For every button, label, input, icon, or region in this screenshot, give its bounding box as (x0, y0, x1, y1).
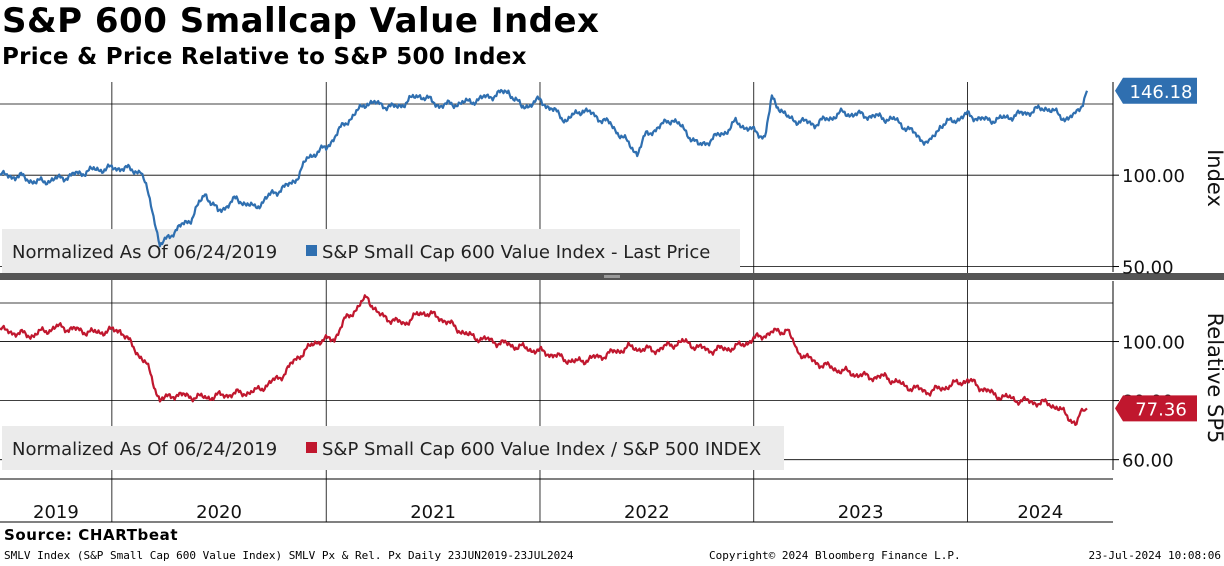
year-label-2020: 2020 (196, 502, 242, 523)
grid-layer (0, 82, 1224, 523)
y-tick-label: 100.00 (1122, 333, 1185, 354)
ticker-info: SMLV Index (S&P Small Cap 600 Value Inde… (4, 549, 574, 562)
y-tick-label: 50.00 (1122, 258, 1174, 279)
series-line-relative (0, 294, 1088, 426)
copyright-text: Copyright© 2024 Bloomberg Finance L.P. (709, 549, 961, 562)
year-label-2024: 2024 (1017, 502, 1063, 523)
y-tick-label: 60.00 (1122, 451, 1174, 472)
divider-grip (604, 275, 620, 278)
legend-prefix: Normalized As Of 06/24/2019 (12, 439, 277, 460)
legend-series-label: S&P Small Cap 600 Value Index / S&P 500 … (322, 439, 761, 460)
year-label-2022: 2022 (624, 502, 670, 523)
series-layer (0, 88, 1089, 426)
y-tick-label: 100.00 (1122, 166, 1185, 187)
year-label-2023: 2023 (838, 502, 884, 523)
year-label-2019: 2019 (33, 502, 79, 523)
last-value-tag (1115, 77, 1197, 104)
legend-swatch (306, 245, 317, 256)
chart-subtitle: Price & Price Relative to S&P 500 Index (2, 44, 527, 70)
year-label-2021: 2021 (410, 502, 456, 523)
legend-swatch (306, 442, 317, 453)
legend-prefix: Normalized As Of 06/24/2019 (12, 242, 277, 263)
last-value-label: 77.36 (1135, 399, 1187, 420)
axis-title: Relative SP5 (1203, 313, 1224, 444)
timestamp: 23-Jul-2024 10:08:06 (1088, 549, 1221, 562)
legend-series-label: S&P Small Cap 600 Value Index - Last Pri… (322, 242, 710, 263)
legend-box (2, 229, 740, 273)
series-line-price (0, 88, 1089, 248)
legend-box (2, 426, 784, 470)
axis-title: Index (1203, 149, 1224, 207)
last-value-tag (1115, 395, 1197, 422)
chart-title: S&P 600 Smallcap Value Index (2, 1, 600, 41)
source-label: Source: CHARTbeat (4, 526, 179, 544)
last-value-label: 146.18 (1130, 82, 1193, 103)
legend-layer: Normalized As Of 06/24/2019 S&P Small Cap… (2, 229, 784, 470)
axis-layer: 2019 2020 2021 2022 2023 2024 100.00 50.00 146.1… (33, 77, 1224, 523)
